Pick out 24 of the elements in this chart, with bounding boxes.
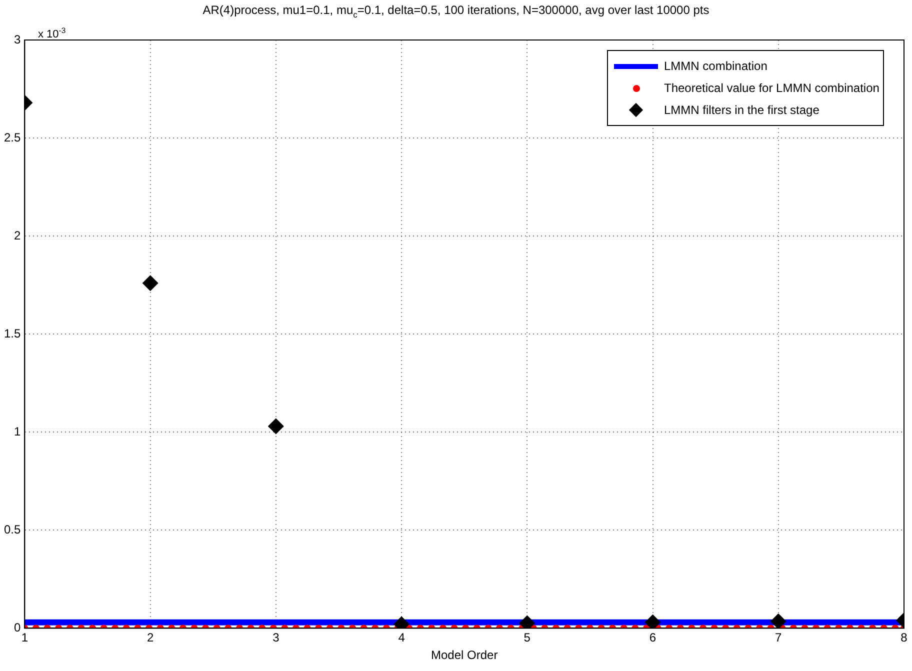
y-tick-label: 1 (14, 424, 21, 438)
legend-label: Theoretical value for LMMN combination (664, 81, 880, 95)
point (142, 275, 158, 292)
y-tick-label: 3 (14, 32, 21, 46)
chart-title: AR(4)process, mu1=0.1, mu$_{c}$=0.1, delta=0.5, 100 iterations, N=300000, avg over last 10000 pts (202, 3, 710, 20)
point (770, 613, 786, 628)
x-tick-label: 8 (900, 630, 908, 645)
point (644, 614, 661, 628)
x-tick-label: 7 (775, 630, 782, 645)
x-tick-label: 6 (649, 630, 656, 645)
legend-label: LMMN filters in the first stage (664, 103, 820, 117)
x-tick-label: 2 (146, 630, 154, 645)
point (268, 418, 284, 434)
y-tick-label: 2 (14, 228, 21, 242)
y-tick-label: 2.5 (4, 130, 21, 144)
y-tick-label: 0.5 (4, 522, 21, 536)
legend-label: LMMN combination (664, 59, 768, 73)
x-tick-label: 5 (524, 630, 531, 645)
y-tick-label: 1.5 (4, 326, 21, 340)
x-tick-label: 3 (272, 630, 280, 645)
annotation: x 10$^{-3}$ (38, 26, 66, 41)
x-axis-title: Model Order (430, 648, 498, 662)
y-tick-label: 0 (14, 620, 21, 635)
x-tick-label: 4 (398, 630, 406, 645)
